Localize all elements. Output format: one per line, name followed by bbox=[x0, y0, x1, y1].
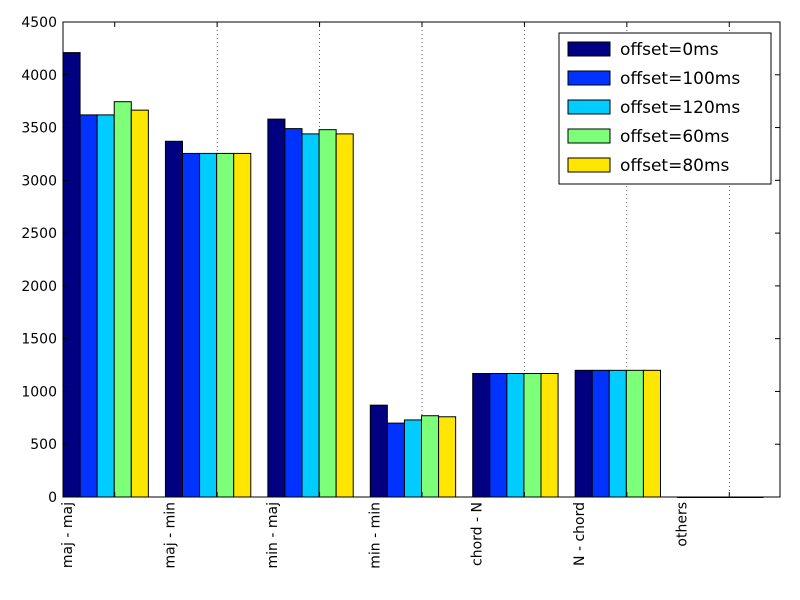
bar-offset-60ms-3 bbox=[421, 415, 440, 498]
x-tick-label: chord - N bbox=[470, 502, 486, 566]
legend-swatch bbox=[567, 99, 611, 115]
legend: offset=0ms offset=100ms offset=120ms offset… bbox=[558, 32, 772, 185]
legend-swatch bbox=[567, 41, 611, 57]
y-tick-label: 2000 bbox=[21, 279, 57, 295]
x-tick-label: others bbox=[675, 502, 691, 547]
bar-offset-80ms-5 bbox=[642, 369, 662, 498]
bar-offset-100ms-0 bbox=[79, 114, 98, 498]
bar-offset-120ms-3 bbox=[403, 419, 422, 498]
x-axis: maj - maj maj - min min - maj min - min chor… bbox=[60, 22, 730, 569]
bar-offset-100ms-2 bbox=[284, 128, 303, 498]
legend-swatch bbox=[567, 128, 611, 144]
legend-label: offset=100ms bbox=[620, 69, 740, 89]
x-tick-label: min - min bbox=[367, 502, 383, 569]
bar-offset-100ms-3 bbox=[386, 422, 405, 498]
bar-offset-60ms-2 bbox=[318, 129, 337, 498]
legend-swatch bbox=[567, 70, 611, 86]
bar-offset-60ms-1 bbox=[216, 152, 235, 498]
bar-offset-0ms-2 bbox=[267, 118, 286, 498]
legend-label: offset=0ms bbox=[620, 40, 719, 60]
bar-offset-100ms-5 bbox=[591, 369, 610, 498]
bar-offset-60ms-5 bbox=[625, 369, 644, 498]
y-tick-label: 0 bbox=[48, 490, 57, 506]
bar-offset-100ms-4 bbox=[489, 373, 508, 498]
bar-offset-80ms-0 bbox=[130, 109, 149, 498]
bar-offset-60ms-0 bbox=[113, 101, 132, 498]
bar-offset-0ms-4 bbox=[472, 373, 491, 498]
bar-offset-120ms-2 bbox=[301, 133, 320, 498]
y-tick-label: 4500 bbox=[21, 15, 57, 31]
bar-offset-0ms-3 bbox=[369, 404, 388, 498]
bar-offset-80ms-4 bbox=[540, 373, 559, 498]
bars bbox=[62, 52, 764, 498]
bar-offset-0ms-5 bbox=[574, 369, 593, 498]
bar-offset-120ms-0 bbox=[96, 114, 115, 498]
y-tick-label: 1500 bbox=[21, 332, 57, 348]
x-tick-label: maj - min bbox=[162, 502, 178, 568]
y-tick-label: 3000 bbox=[21, 173, 57, 189]
legend-label: offset=60ms bbox=[620, 127, 730, 147]
y-tick-label: 3500 bbox=[21, 121, 57, 137]
bar-offset-60ms-4 bbox=[523, 373, 542, 498]
legend-label: offset=80ms bbox=[620, 156, 730, 176]
x-tick-label: maj - maj bbox=[60, 502, 76, 568]
bar-offset-80ms-1 bbox=[233, 152, 252, 498]
y-tick-label: 2500 bbox=[21, 226, 57, 242]
bar-offset-100ms-1 bbox=[182, 152, 201, 498]
bar-offset-120ms-1 bbox=[199, 152, 218, 498]
x-tick-label: N - chord bbox=[572, 502, 588, 566]
bar-offset-120ms-5 bbox=[608, 369, 627, 498]
bar-offset-80ms-3 bbox=[438, 416, 457, 498]
bar-offset-0ms-1 bbox=[164, 140, 184, 498]
legend-label: offset=120ms bbox=[620, 98, 740, 118]
y-tick-label: 500 bbox=[30, 437, 57, 453]
y-tick-label: 1000 bbox=[21, 384, 57, 400]
y-axis: 0 500 1000 1500 2000 2500 3000 3500 4000 4500 bbox=[21, 15, 780, 506]
bar-offset-120ms-4 bbox=[506, 373, 525, 498]
bar-offset-80ms-2 bbox=[335, 133, 354, 498]
y-tick-label: 4000 bbox=[21, 68, 57, 84]
legend-swatch bbox=[567, 157, 611, 173]
x-tick-label: min - maj bbox=[265, 502, 281, 568]
bar-offset-0ms-0 bbox=[62, 52, 81, 498]
